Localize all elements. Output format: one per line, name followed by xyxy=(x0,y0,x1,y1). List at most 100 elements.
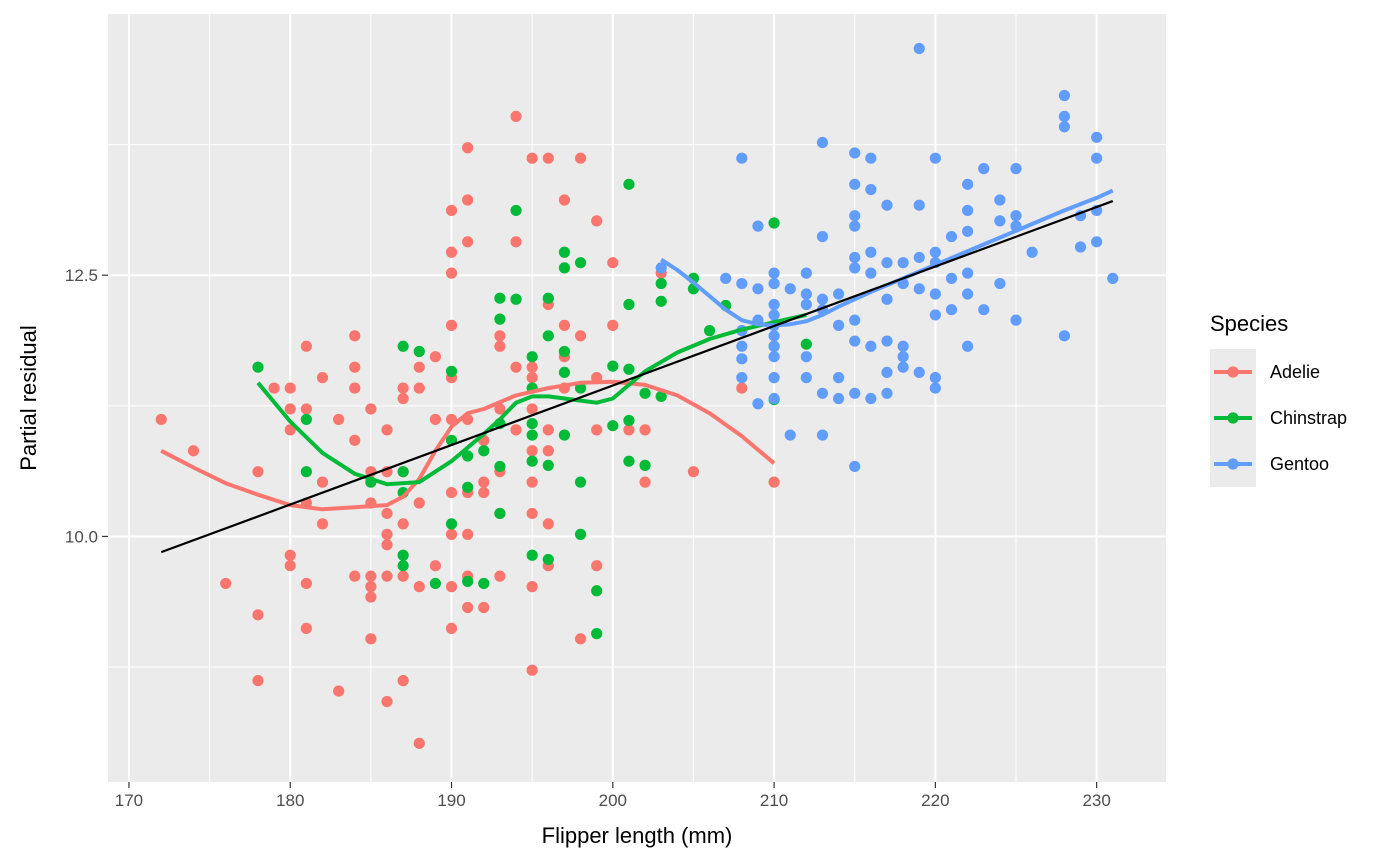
chinstrap-point xyxy=(510,293,522,305)
adelie-point xyxy=(397,570,409,582)
adelie-point xyxy=(736,382,748,394)
gentoo-point xyxy=(1107,272,1119,284)
adelie-point xyxy=(381,507,393,520)
chinstrap-point xyxy=(623,178,635,190)
adelie-point xyxy=(284,403,296,415)
gentoo-point xyxy=(736,152,748,164)
adelie-point xyxy=(349,434,361,446)
adelie-point xyxy=(349,361,361,373)
adelie-point xyxy=(333,413,345,426)
adelie-point xyxy=(381,570,393,582)
chinstrap-point xyxy=(639,459,651,471)
gentoo-point xyxy=(752,283,764,295)
chinstrap-point xyxy=(542,330,554,342)
gentoo-point xyxy=(1058,110,1070,122)
chinstrap-point xyxy=(558,429,571,441)
chinstrap-legend-label: Chinstrap xyxy=(1270,408,1347,428)
gentoo-point xyxy=(913,251,925,264)
adelie-point xyxy=(445,204,458,217)
adelie-point xyxy=(478,476,490,488)
gentoo-point xyxy=(1026,246,1038,258)
gentoo-point xyxy=(849,147,861,159)
gentoo-point xyxy=(1058,121,1070,133)
chinstrap-point xyxy=(623,455,635,467)
gentoo-point xyxy=(962,340,974,352)
gentoo-point xyxy=(929,382,941,394)
adelie-point xyxy=(591,424,603,436)
adelie-point xyxy=(462,194,474,206)
adelie-point xyxy=(462,601,474,614)
adelie-point xyxy=(768,476,780,488)
x-axis: 170 180 190 200 210 220 230 xyxy=(115,782,1111,810)
adelie-point xyxy=(526,152,538,164)
adelie-point xyxy=(445,486,458,499)
gentoo-point xyxy=(784,283,796,295)
smooth-curves xyxy=(160,188,1114,512)
gentoo-point xyxy=(736,340,748,352)
x-tick-label: 230 xyxy=(1082,791,1110,810)
chinstrap-point xyxy=(574,257,587,269)
adelie-point xyxy=(478,486,490,499)
gentoo-legend-point xyxy=(1227,458,1239,470)
adelie-point xyxy=(268,382,280,394)
x-axis-title: Flipper length (mm) xyxy=(542,823,733,848)
gentoo-point xyxy=(978,304,990,316)
adelie-point xyxy=(365,633,377,645)
x-tick-label: 170 xyxy=(115,791,143,810)
chinstrap-point xyxy=(462,450,474,462)
gentoo-point xyxy=(800,351,812,363)
chinstrap-point xyxy=(300,413,312,426)
adelie-point xyxy=(607,319,619,331)
gentoo-point xyxy=(736,277,748,290)
chinstrap-point xyxy=(397,466,409,478)
adelie-point xyxy=(574,152,587,164)
chinstrap-point xyxy=(655,277,667,290)
gentoo-point xyxy=(994,277,1006,290)
chinstrap-point xyxy=(623,363,635,375)
gentoo-point xyxy=(816,230,829,243)
adelie-point xyxy=(542,518,554,530)
adelie-point xyxy=(574,633,587,645)
adelie-point xyxy=(300,577,312,590)
gentoo-point xyxy=(816,429,829,441)
chinstrap-point xyxy=(558,246,571,258)
adelie-point xyxy=(445,267,458,279)
adelie-point xyxy=(510,110,522,122)
adelie-point xyxy=(687,466,700,478)
adelie-legend-point xyxy=(1227,366,1239,378)
adelie-point xyxy=(462,142,474,154)
adelie-point xyxy=(397,518,409,530)
gentoo-point xyxy=(849,210,861,222)
adelie-point xyxy=(252,466,264,478)
gentoo-point xyxy=(962,225,974,237)
gentoo-point xyxy=(768,298,780,311)
chinstrap-point xyxy=(542,459,554,471)
chinstrap-point xyxy=(300,466,312,478)
chinstrap-point xyxy=(655,295,667,307)
gentoo-point xyxy=(881,293,893,305)
adelie-point xyxy=(365,591,377,603)
adelie-point xyxy=(252,675,264,687)
adelie-point xyxy=(284,560,296,572)
adelie-point xyxy=(381,695,393,708)
adelie-point xyxy=(639,424,651,436)
y-tick-label: 10.0 xyxy=(65,527,98,546)
adelie-smooth-line xyxy=(160,379,776,512)
gentoo-point xyxy=(1091,131,1103,143)
gentoo-point xyxy=(865,246,877,258)
adelie-point xyxy=(574,330,587,342)
gentoo-point xyxy=(849,335,861,347)
gentoo-point xyxy=(962,178,974,190)
adelie-point xyxy=(526,507,538,520)
legend-keys: Adelie Chinstrap Gentoo xyxy=(1210,349,1347,487)
chinstrap-point xyxy=(623,298,635,311)
gentoo-point xyxy=(962,288,974,300)
gentoo-point xyxy=(768,372,780,384)
x-tick-label: 190 xyxy=(437,791,465,810)
chinstrap-point xyxy=(591,585,603,597)
chinstrap-point xyxy=(478,445,490,457)
gentoo-point xyxy=(752,220,764,232)
chinstrap-point xyxy=(639,387,651,399)
gentoo-point xyxy=(720,272,732,284)
